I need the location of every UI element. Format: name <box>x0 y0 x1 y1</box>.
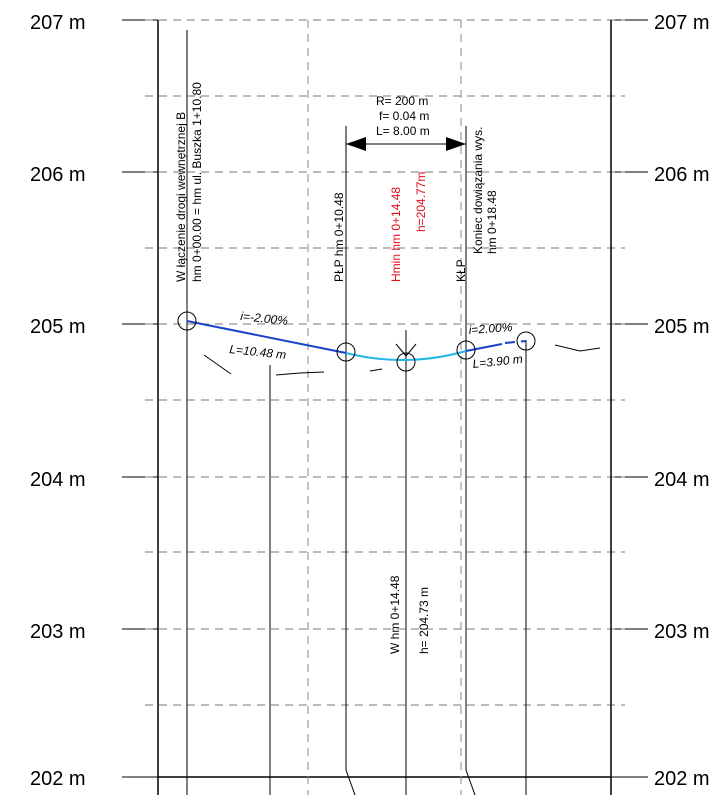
end-station-label-line2: hm 0+18.48 <box>485 190 499 254</box>
right-grade-label: i=2.00% <box>468 320 513 337</box>
elevation-label-202-right: 202 m <box>654 768 710 790</box>
hmin-elevation-label: h=204.77m <box>414 172 428 232</box>
elevation-label-206-left: 206 m <box>30 164 86 186</box>
elevation-label-207-right: 207 m <box>654 12 710 34</box>
elevation-label-203-left: 203 m <box>30 621 86 643</box>
right-length-label: L=3.90 m <box>472 352 524 371</box>
station-lines <box>186 30 527 795</box>
end-station-label-line1: Koniec dowiązania wys. <box>471 127 485 254</box>
elevation-label-205-right: 205 m <box>654 316 710 338</box>
start-station-label-line1: W łączenie drogi wewnętrznej B <box>174 112 188 282</box>
left-grade-label: i=-2.00% <box>240 309 289 328</box>
low-point-station-label: W hm 0+14.48 <box>388 575 402 654</box>
grade-line-right <box>465 343 503 352</box>
elevation-ticks <box>122 19 648 778</box>
elevation-label-207-left: 207 m <box>30 12 86 34</box>
klp-label: KŁP <box>454 259 468 282</box>
elevation-label-206-right: 206 m <box>654 164 710 186</box>
bottom-slant-right <box>465 769 476 795</box>
elevation-label-203-right: 203 m <box>654 621 710 643</box>
curve-sag-label: f= 0.04 m <box>379 109 429 123</box>
curve-length-label: L= 8.00 m <box>376 124 430 138</box>
elevation-label-204-left: 204 m <box>30 469 86 491</box>
bottom-slant-left <box>345 769 356 795</box>
grade-line-right-dashed <box>504 340 527 344</box>
elevation-grid <box>145 19 625 706</box>
terrain-line <box>203 344 601 376</box>
curve-length-dimension <box>346 137 466 151</box>
plp-label: PŁP hm 0+10.48 <box>332 192 346 282</box>
left-length-label: L=10.48 m <box>229 342 287 362</box>
hmin-station-label: Hmin hm 0+14.48 <box>389 187 403 282</box>
low-point-elevation-label: h= 204.73 m <box>417 587 431 654</box>
elevation-label-204-right: 204 m <box>654 469 710 491</box>
grade-line-left <box>186 320 347 354</box>
vertical-curve <box>345 350 467 361</box>
station-markers <box>177 311 536 372</box>
curve-radius-label: R= 200 m <box>376 94 428 108</box>
elevation-label-202-left: 202 m <box>30 768 86 790</box>
elevation-label-205-left: 205 m <box>30 316 86 338</box>
start-station-label-line2: hm 0+00.00 = hm ul. Buszka 1+10.80 <box>190 82 204 282</box>
low-point-arrow <box>395 330 417 357</box>
